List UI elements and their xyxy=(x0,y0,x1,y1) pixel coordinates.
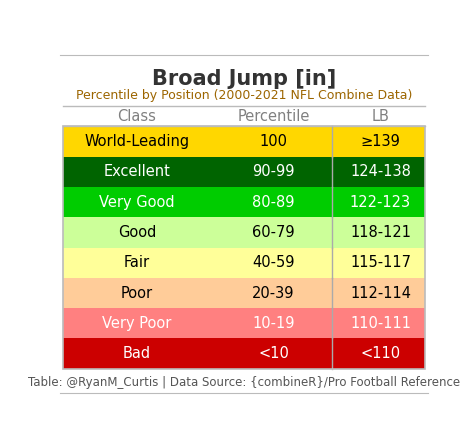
Text: 80-89: 80-89 xyxy=(252,194,295,210)
Bar xyxy=(63,308,425,338)
Text: Broad Jump [in]: Broad Jump [in] xyxy=(152,69,336,89)
Text: <10: <10 xyxy=(258,346,289,361)
Text: 40-59: 40-59 xyxy=(252,255,295,270)
Bar xyxy=(63,278,425,308)
Text: 90-99: 90-99 xyxy=(252,164,295,179)
Text: 124-138: 124-138 xyxy=(350,164,411,179)
Text: Poor: Poor xyxy=(121,285,153,300)
Bar xyxy=(63,127,425,157)
Text: Excellent: Excellent xyxy=(104,164,170,179)
Text: Very Poor: Very Poor xyxy=(102,316,172,331)
Text: Bad: Bad xyxy=(123,346,151,361)
Text: 122-123: 122-123 xyxy=(350,194,411,210)
Text: 10-19: 10-19 xyxy=(252,316,295,331)
Text: ≥139: ≥139 xyxy=(360,134,400,149)
Text: 20-39: 20-39 xyxy=(252,285,295,300)
Bar xyxy=(63,127,425,369)
Text: Good: Good xyxy=(118,225,156,240)
Text: 110-111: 110-111 xyxy=(350,316,411,331)
Text: Percentile: Percentile xyxy=(237,109,310,124)
Text: LB: LB xyxy=(371,109,389,124)
Text: 112-114: 112-114 xyxy=(350,285,411,300)
Text: <110: <110 xyxy=(360,346,400,361)
Text: Percentile by Position (2000-2021 NFL Combine Data): Percentile by Position (2000-2021 NFL Co… xyxy=(76,89,412,102)
Bar xyxy=(63,248,425,278)
Text: World-Leading: World-Leading xyxy=(84,134,189,149)
Text: 60-79: 60-79 xyxy=(252,225,295,240)
Text: Fair: Fair xyxy=(124,255,150,270)
Bar xyxy=(63,157,425,187)
Bar xyxy=(63,338,425,369)
Text: Very Good: Very Good xyxy=(99,194,175,210)
Text: 100: 100 xyxy=(259,134,288,149)
Bar xyxy=(63,187,425,218)
Text: 115-117: 115-117 xyxy=(350,255,411,270)
Text: Class: Class xyxy=(118,109,157,124)
Text: Table: @RyanM_Curtis | Data Source: {combineR}/Pro Football Reference: Table: @RyanM_Curtis | Data Source: {com… xyxy=(28,376,460,389)
Text: 118-121: 118-121 xyxy=(350,225,411,240)
Bar xyxy=(63,218,425,248)
